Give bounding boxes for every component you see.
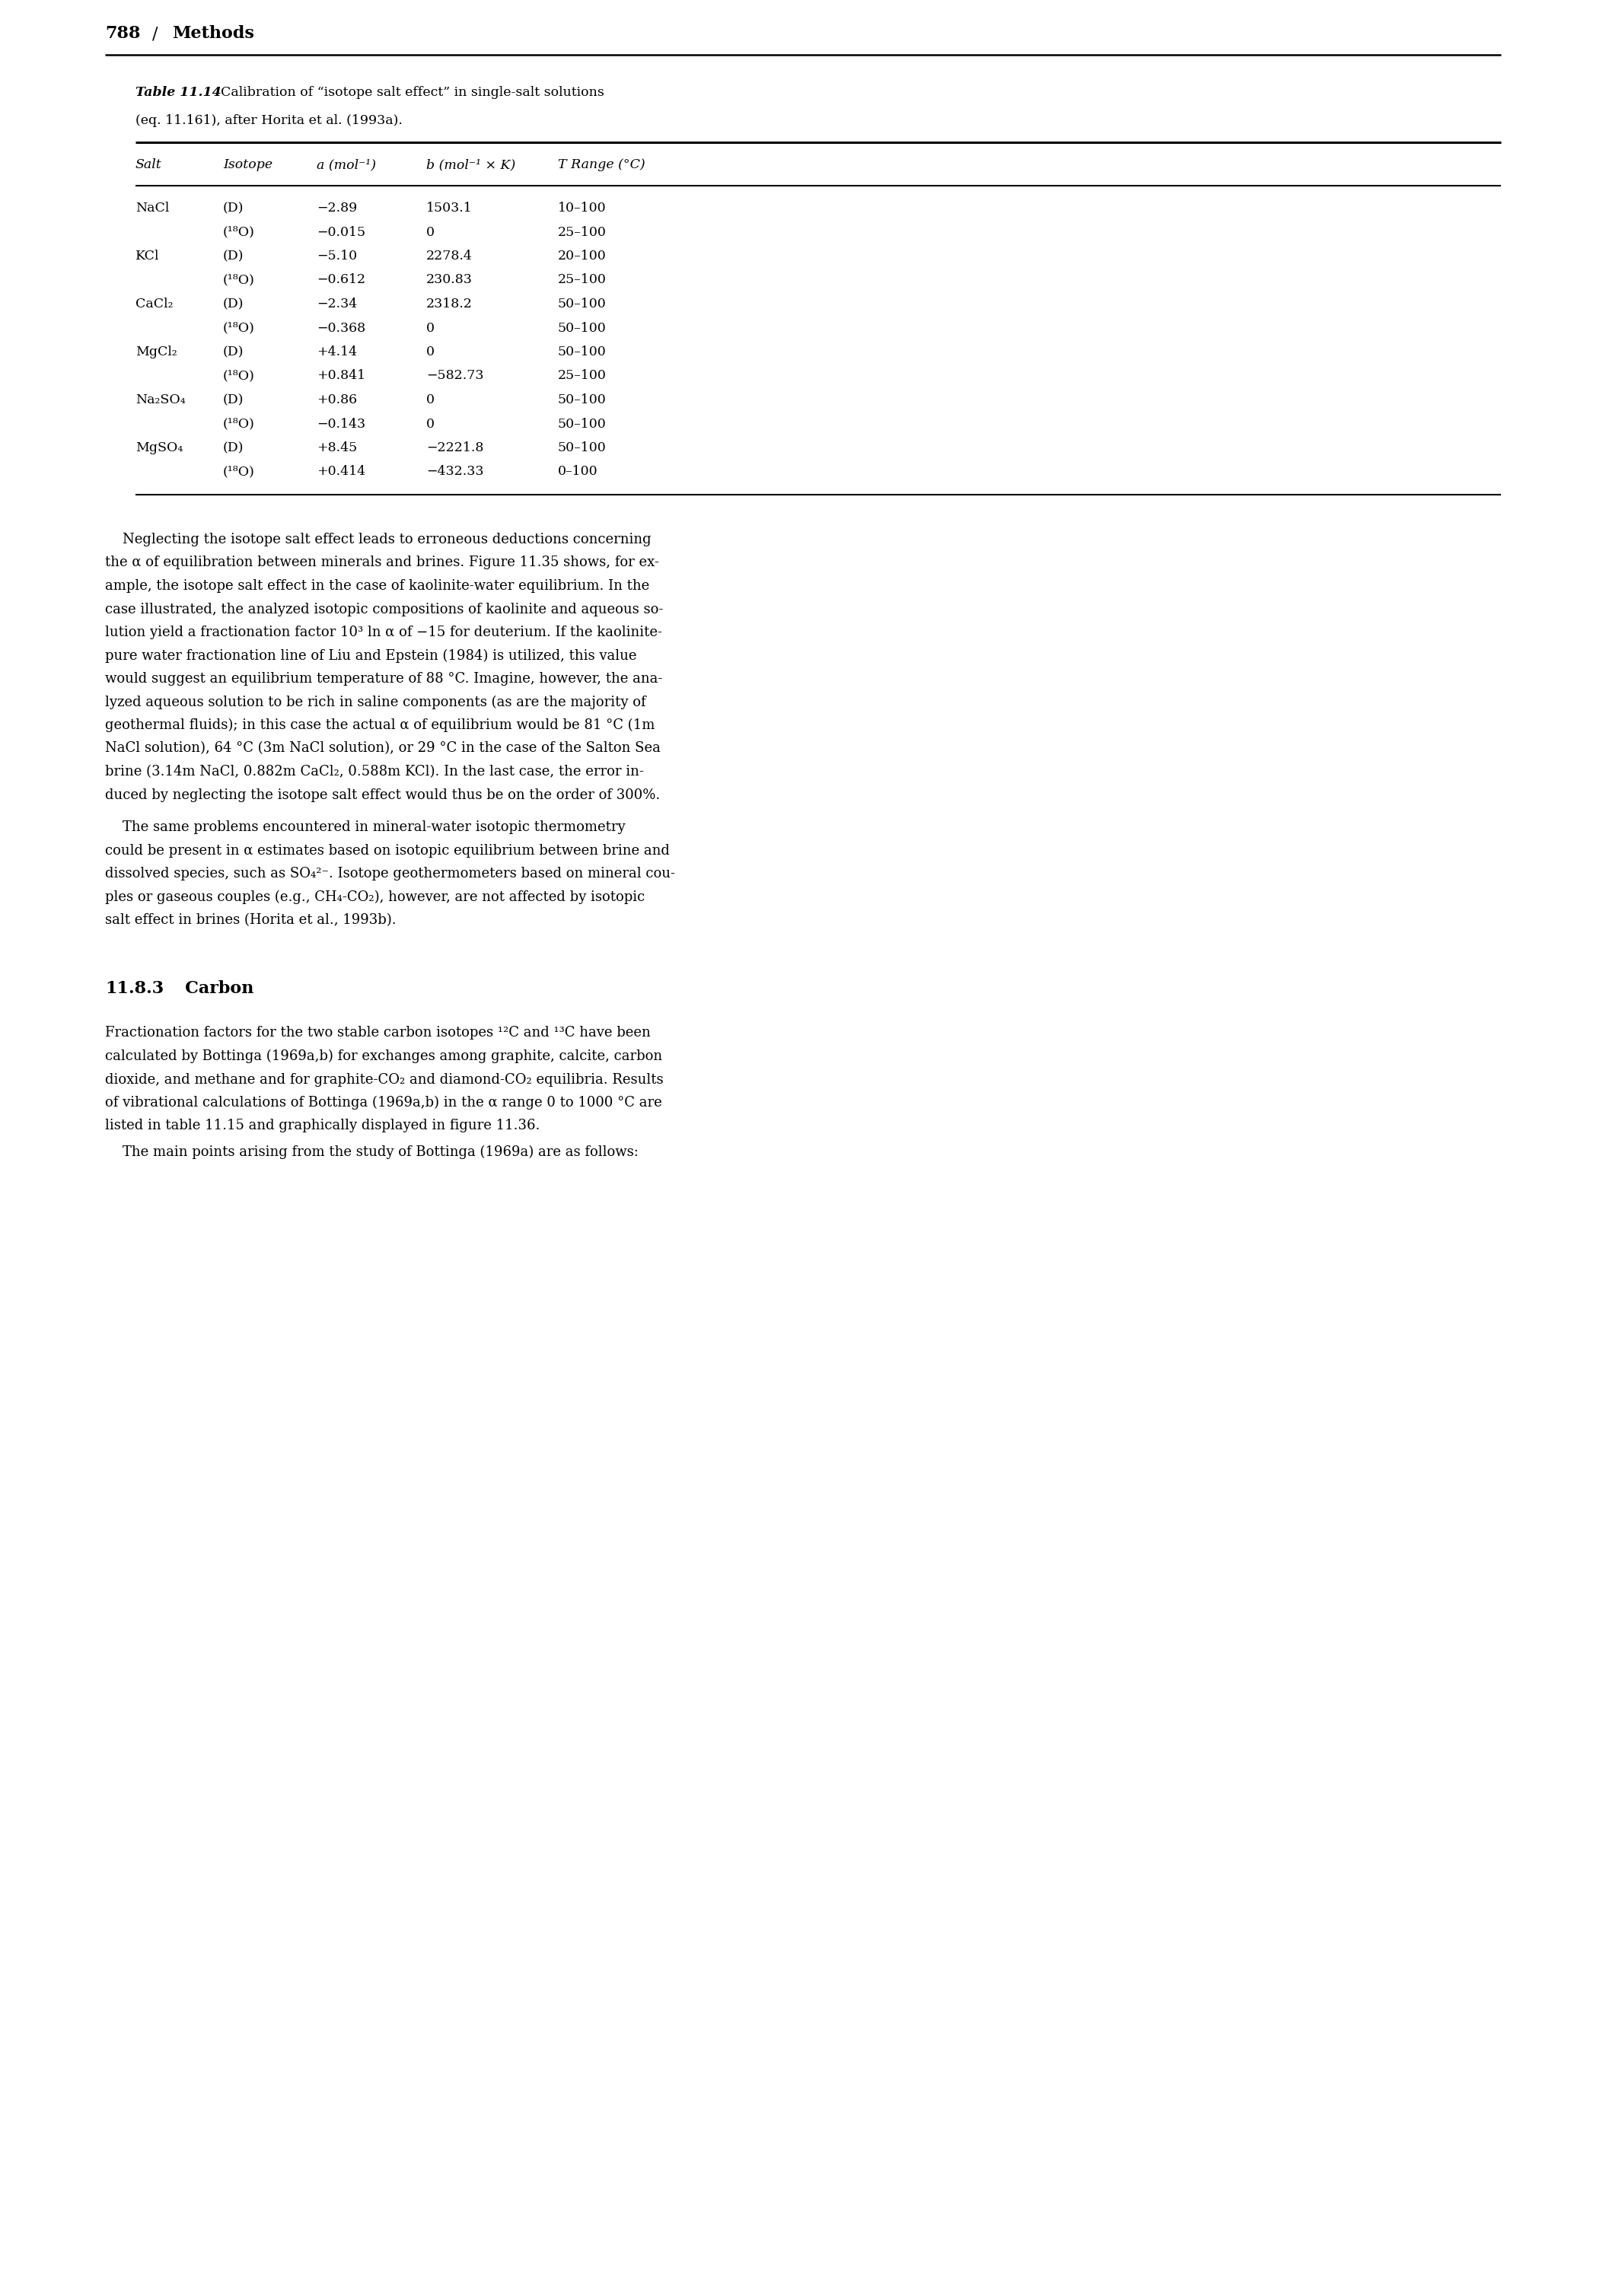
Text: 0: 0: [426, 418, 435, 429]
Text: the α of equilibration between minerals and brines. Figure 11.35 shows, for ex-: the α of equilibration between minerals …: [104, 556, 658, 569]
Text: KCl: KCl: [135, 250, 159, 262]
Text: /: /: [153, 25, 157, 41]
Text: (D): (D): [223, 250, 244, 262]
Text: −582.73: −582.73: [426, 370, 483, 383]
Text: listed in table 11.15 and graphically displayed in figure 11.36.: listed in table 11.15 and graphically di…: [104, 1118, 540, 1132]
Text: (eq. 11.161), after Horita et al. (1993a).: (eq. 11.161), after Horita et al. (1993a…: [135, 115, 403, 126]
Text: The main points arising from the study of Bottinga (1969a) are as follows:: The main points arising from the study o…: [104, 1146, 639, 1159]
Text: b (mol⁻¹ × K): b (mol⁻¹ × K): [426, 158, 516, 172]
Text: salt effect in brines (Horita et al., 1993b).: salt effect in brines (Horita et al., 19…: [104, 914, 397, 928]
Text: Calibration of “isotope salt effect” in single-salt solutions: Calibration of “isotope salt effect” in …: [212, 85, 604, 99]
Text: 11.8.3: 11.8.3: [104, 980, 164, 996]
Text: 25–100: 25–100: [557, 225, 607, 239]
Text: duced by neglecting the isotope salt effect would thus be on the order of 300%.: duced by neglecting the isotope salt eff…: [104, 788, 660, 801]
Text: 0: 0: [426, 225, 435, 239]
Text: (¹⁸O): (¹⁸O): [223, 321, 255, 335]
Text: 788: 788: [104, 25, 140, 41]
Text: MgSO₄: MgSO₄: [135, 441, 183, 455]
Text: (¹⁸O): (¹⁸O): [223, 466, 255, 478]
Text: Table 11.14: Table 11.14: [135, 85, 222, 99]
Text: 10–100: 10–100: [557, 202, 607, 214]
Text: Methods: Methods: [172, 25, 254, 41]
Text: calculated by Bottinga (1969a,b) for exchanges among graphite, calcite, carbon: calculated by Bottinga (1969a,b) for exc…: [104, 1049, 662, 1063]
Text: 2318.2: 2318.2: [426, 298, 472, 310]
Text: +0.86: +0.86: [316, 393, 357, 406]
Text: −0.015: −0.015: [316, 225, 366, 239]
Text: of vibrational calculations of Bottinga (1969a,b) in the α range 0 to 1000 °C ar: of vibrational calculations of Bottinga …: [104, 1095, 662, 1109]
Text: 0–100: 0–100: [557, 466, 597, 478]
Text: geothermal fluids); in this case the actual α of equilibrium would be 81 °C (1m: geothermal fluids); in this case the act…: [104, 719, 655, 732]
Text: pure water fractionation line of Liu and Epstein (1984) is utilized, this value: pure water fractionation line of Liu and…: [104, 650, 636, 664]
Text: Neglecting the isotope salt effect leads to erroneous deductions concerning: Neglecting the isotope salt effect leads…: [104, 533, 652, 546]
Text: 50–100: 50–100: [557, 298, 607, 310]
Text: 25–100: 25–100: [557, 370, 607, 383]
Text: 25–100: 25–100: [557, 273, 607, 287]
Text: −2221.8: −2221.8: [426, 441, 483, 455]
Text: lution yield a fractionation factor 10³ ln α of −15 for deuterium. If the kaolin: lution yield a fractionation factor 10³ …: [104, 625, 662, 638]
Text: +4.14: +4.14: [316, 344, 357, 358]
Text: −0.368: −0.368: [316, 321, 366, 335]
Text: 50–100: 50–100: [557, 441, 607, 455]
Text: (¹⁸O): (¹⁸O): [223, 225, 255, 239]
Text: a (mol⁻¹): a (mol⁻¹): [316, 158, 376, 172]
Text: 0: 0: [426, 321, 435, 335]
Text: (D): (D): [223, 441, 244, 455]
Text: 0: 0: [426, 344, 435, 358]
Text: −0.612: −0.612: [316, 273, 366, 287]
Text: ample, the isotope salt effect in the case of kaolinite-water equilibrium. In th: ample, the isotope salt effect in the ca…: [104, 579, 649, 592]
Text: 2278.4: 2278.4: [426, 250, 472, 262]
Text: −2.89: −2.89: [316, 202, 357, 214]
Text: +0.414: +0.414: [316, 466, 366, 478]
Text: would suggest an equilibrium temperature of 88 °C. Imagine, however, the ana-: would suggest an equilibrium temperature…: [104, 673, 663, 687]
Text: could be present in α estimates based on isotopic equilibrium between brine and: could be present in α estimates based on…: [104, 843, 670, 856]
Text: 50–100: 50–100: [557, 418, 607, 429]
Text: 0: 0: [426, 393, 435, 406]
Text: MgCl₂: MgCl₂: [135, 344, 177, 358]
Text: ples or gaseous couples (e.g., CH₄-CO₂), however, are not affected by isotopic: ples or gaseous couples (e.g., CH₄-CO₂),…: [104, 891, 646, 905]
Text: Isotope: Isotope: [223, 158, 273, 172]
Text: (D): (D): [223, 298, 244, 310]
Text: (¹⁸O): (¹⁸O): [223, 273, 255, 287]
Text: −0.143: −0.143: [316, 418, 366, 429]
Text: lyzed aqueous solution to be rich in saline components (as are the majority of: lyzed aqueous solution to be rich in sal…: [104, 696, 646, 709]
Text: The same problems encountered in mineral-water isotopic thermometry: The same problems encountered in mineral…: [104, 820, 625, 833]
Text: brine (3.14m NaCl, 0.882m CaCl₂, 0.588m KCl). In the last case, the error in-: brine (3.14m NaCl, 0.882m CaCl₂, 0.588m …: [104, 765, 644, 778]
Text: −432.33: −432.33: [426, 466, 483, 478]
Text: NaCl solution), 64 °C (3m NaCl solution), or 29 °C in the case of the Salton Sea: NaCl solution), 64 °C (3m NaCl solution)…: [104, 742, 660, 755]
Text: −2.34: −2.34: [316, 298, 357, 310]
Text: Na₂SO₄: Na₂SO₄: [135, 393, 186, 406]
Text: +0.841: +0.841: [316, 370, 366, 383]
Text: Fractionation factors for the two stable carbon isotopes ¹²C and ¹³C have been: Fractionation factors for the two stable…: [104, 1026, 650, 1040]
Text: 50–100: 50–100: [557, 344, 607, 358]
Text: T Range (°C): T Range (°C): [557, 158, 646, 172]
Text: 50–100: 50–100: [557, 393, 607, 406]
Text: (¹⁸O): (¹⁸O): [223, 418, 255, 429]
Text: 20–100: 20–100: [557, 250, 607, 262]
Text: (D): (D): [223, 344, 244, 358]
Text: 50–100: 50–100: [557, 321, 607, 335]
Text: (D): (D): [223, 393, 244, 406]
Text: dioxide, and methane and for graphite-CO₂ and diamond-CO₂ equilibria. Results: dioxide, and methane and for graphite-CO…: [104, 1072, 663, 1086]
Text: CaCl₂: CaCl₂: [135, 298, 173, 310]
Text: case illustrated, the analyzed isotopic compositions of kaolinite and aqueous so: case illustrated, the analyzed isotopic …: [104, 602, 663, 615]
Text: (¹⁸O): (¹⁸O): [223, 370, 255, 383]
Text: 1503.1: 1503.1: [426, 202, 472, 214]
Text: Carbon: Carbon: [167, 980, 254, 996]
Text: 230.83: 230.83: [426, 273, 472, 287]
Text: Salt: Salt: [135, 158, 162, 172]
Text: dissolved species, such as SO₄²⁻. Isotope geothermometers based on mineral cou-: dissolved species, such as SO₄²⁻. Isotop…: [104, 868, 675, 879]
Text: (D): (D): [223, 202, 244, 214]
Text: −5.10: −5.10: [316, 250, 357, 262]
Text: +8.45: +8.45: [316, 441, 357, 455]
Text: NaCl: NaCl: [135, 202, 169, 214]
